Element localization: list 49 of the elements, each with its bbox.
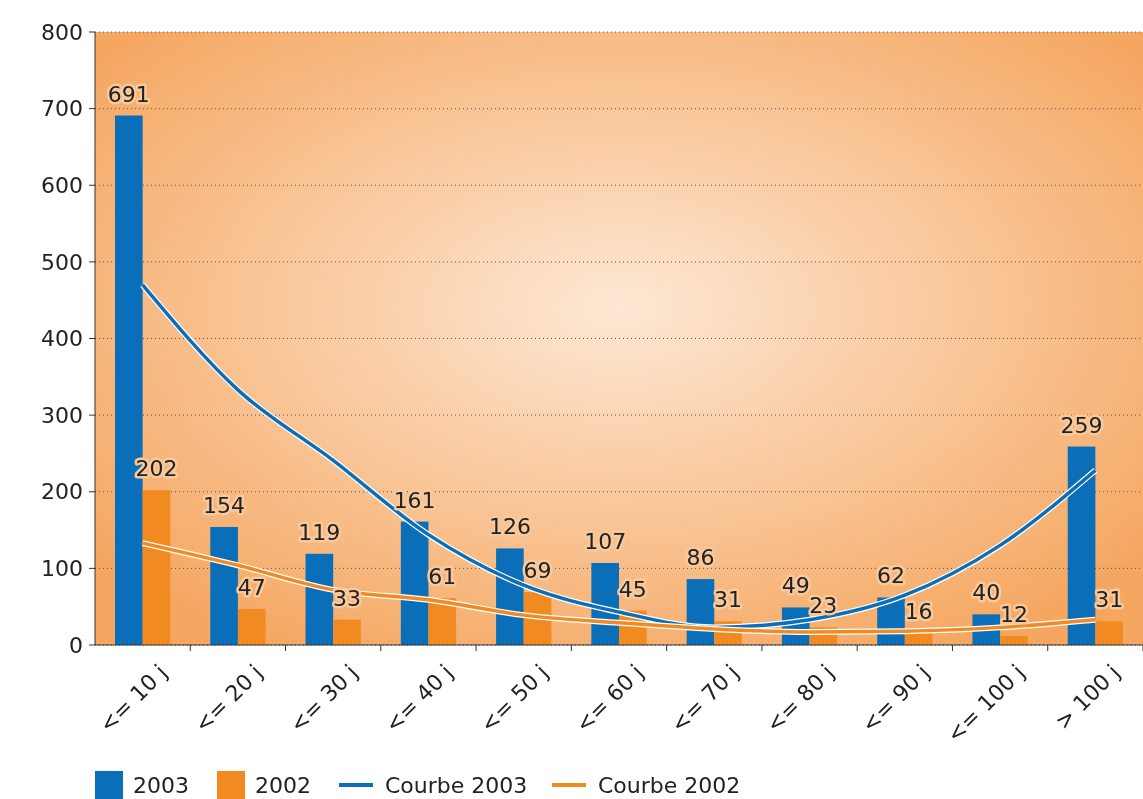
data-label: 107	[584, 529, 627, 555]
y-tick-label: 500	[41, 249, 83, 275]
y-tick-label: 100	[41, 556, 83, 582]
data-label: 119	[298, 519, 341, 545]
x-tick-label: <= 100 j	[941, 659, 1030, 748]
x-tick-label: <= 50 j	[475, 659, 554, 738]
x-tick-label: <= 90 j	[856, 659, 935, 738]
y-tick-label: 800	[41, 19, 83, 45]
y-tick-label: 0	[69, 632, 83, 658]
data-label: 62	[877, 563, 905, 589]
bar	[333, 619, 361, 645]
data-label: 31	[1095, 587, 1124, 613]
data-label: 61	[428, 564, 457, 590]
x-tick-label: <= 40 j	[380, 659, 458, 738]
bar	[305, 553, 334, 645]
data-label: 259	[1060, 412, 1103, 438]
y-tick-label: 700	[41, 96, 83, 122]
legend-label: 2002	[255, 772, 311, 798]
y-tick-label: 300	[41, 402, 83, 428]
legend-label: 2003	[133, 772, 189, 798]
y-tick-label: 200	[41, 479, 83, 505]
bar	[237, 608, 266, 645]
x-tick-label: <= 60 j	[570, 659, 649, 738]
y-tick-label: 400	[41, 326, 83, 352]
x-tick-label: > 100 j	[1050, 659, 1125, 735]
data-label: 49	[781, 573, 810, 599]
data-label: 69	[523, 558, 552, 584]
data-label: 31	[714, 587, 743, 613]
x-tick-label: <= 20 j	[189, 659, 268, 738]
x-tick-label: <= 70 j	[665, 659, 744, 738]
data-label: 47	[237, 574, 266, 600]
data-label: 16	[904, 598, 933, 624]
legend-label: Courbe 2003	[385, 772, 528, 798]
data-label: 23	[809, 593, 838, 619]
data-label: 12	[999, 601, 1028, 627]
data-label: 40	[972, 580, 1001, 606]
x-tick-label: <= 10 j	[94, 659, 173, 738]
data-label: 86	[686, 545, 715, 571]
x-tick-label: <= 30 j	[284, 659, 363, 738]
y-tick-label: 600	[41, 172, 83, 198]
data-label: 33	[333, 585, 361, 611]
x-tick-label: <= 80 j	[761, 659, 839, 738]
bar	[210, 527, 238, 645]
data-label: 691	[107, 81, 150, 107]
data-label: 126	[488, 514, 531, 540]
data-label: 45	[618, 576, 647, 602]
data-label: 154	[203, 493, 246, 518]
legend-label: Courbe 2002	[598, 772, 741, 798]
data-label: 161	[393, 487, 436, 513]
